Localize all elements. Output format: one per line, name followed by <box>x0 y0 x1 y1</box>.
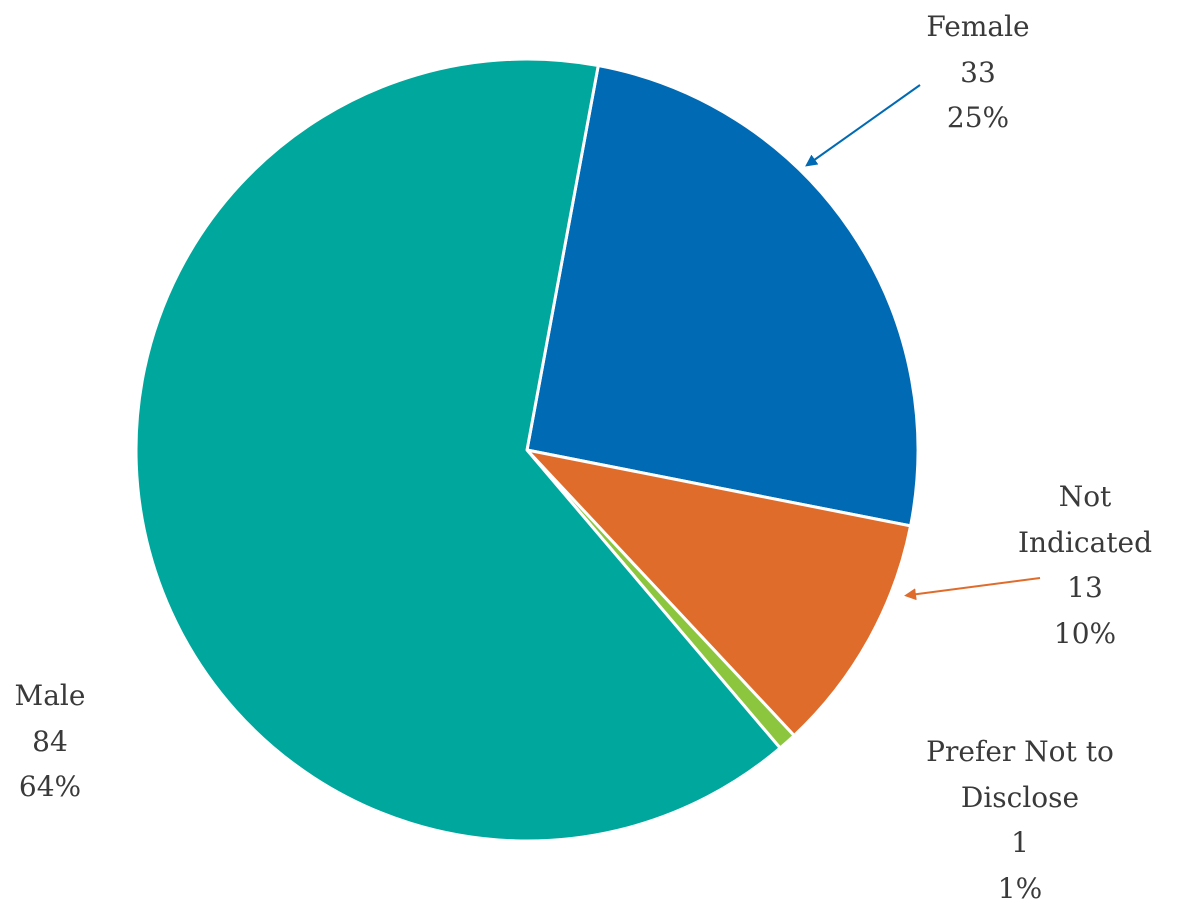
label-count: 84 <box>32 724 68 758</box>
label-percent: 10% <box>1053 616 1117 650</box>
label-name: Female <box>926 10 1030 43</box>
pie-slice <box>525 64 920 528</box>
label-name: Male <box>14 679 86 712</box>
label-count: 1 <box>1011 826 1029 859</box>
label-count: 13 <box>1067 571 1103 604</box>
pie-slice <box>525 448 913 738</box>
data-label: Male 84 64% <box>0 673 110 810</box>
label-count: 33 <box>960 55 996 89</box>
data-label: Prefer Not to Disclose 1 1% <box>890 729 1150 907</box>
label-percent: 1% <box>997 871 1043 905</box>
label-percent: 64% <box>18 770 82 803</box>
label-percent: 25% <box>946 101 1010 134</box>
label-name: Not Indicated <box>1017 480 1153 559</box>
slices <box>134 57 920 843</box>
data-label: Female 33 25% <box>878 4 1078 141</box>
leader-arrow <box>805 84 921 167</box>
data-label: Not Indicated 13 10% <box>995 474 1175 656</box>
pie-slice <box>134 57 782 843</box>
label-name: Prefer Not to Disclose <box>926 735 1114 814</box>
leader-arrow <box>904 577 1041 601</box>
